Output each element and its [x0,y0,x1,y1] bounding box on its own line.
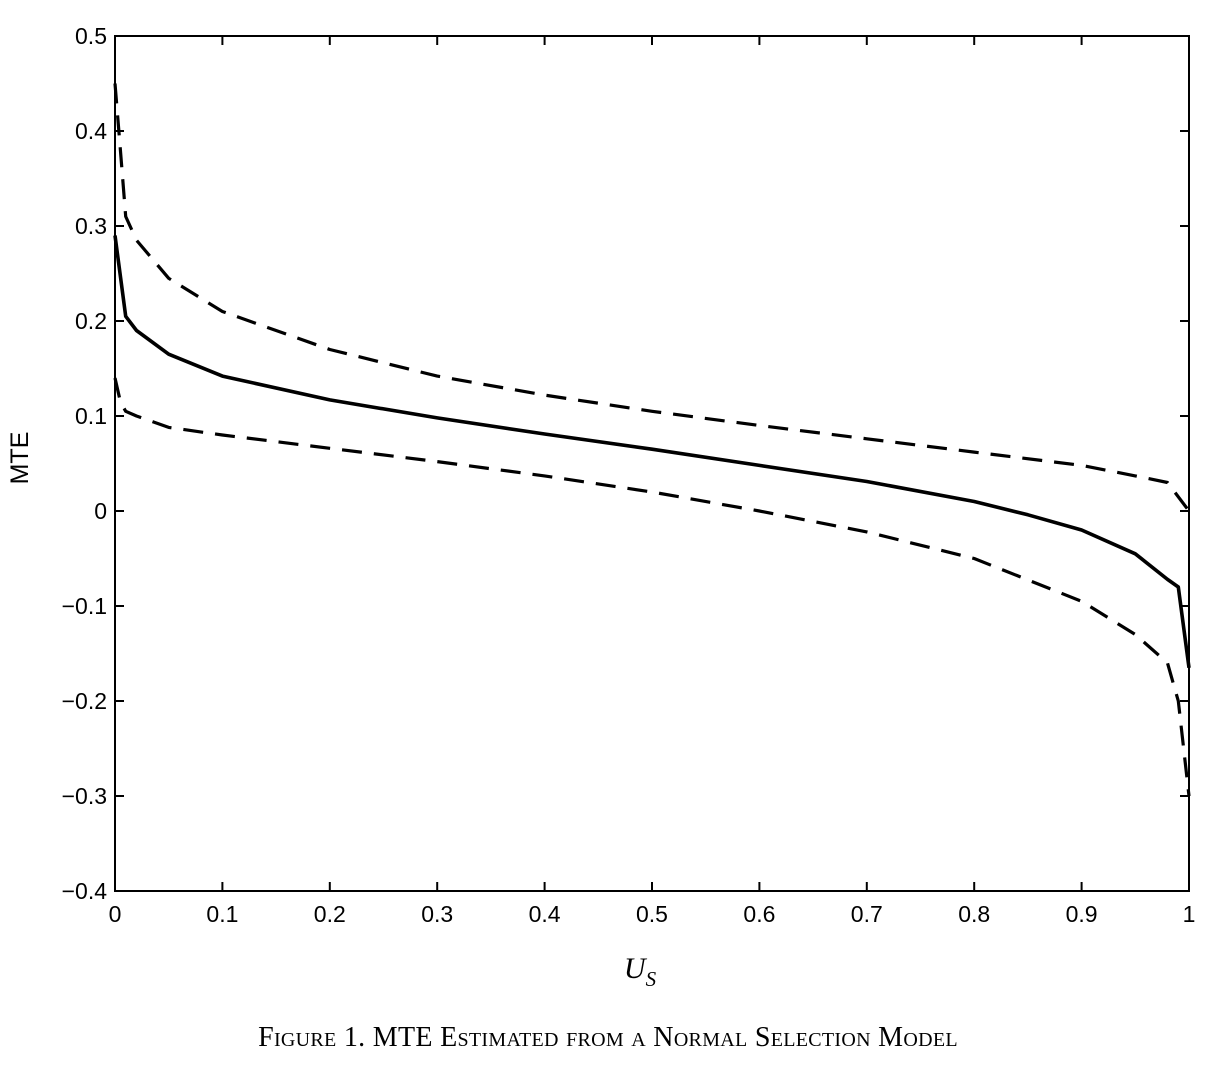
plot-area: 0 0.1 0.2 0.3 0.4 0.5 0.6 0.7 0.8 0.9 1 −0.4 −0.3 −0.… [62,23,1196,927]
mte-estimate-line [113,235,1191,669]
x-axis-title: US [624,952,657,991]
x-tick-label: 1 [1183,901,1196,927]
lower-band-line [113,377,1191,797]
x-tick-label: 0.5 [636,901,668,927]
x-tick-label: 0.1 [206,901,238,927]
y-tick-label: −0.1 [62,593,107,619]
plot-frame [114,35,1190,892]
x-axis-title-subscript: S [646,967,657,991]
figure-caption: Figure 1. MTE Estimated from a Normal Se… [258,1022,958,1053]
upper-band-line [113,83,1191,512]
x-axis-title-main: U [624,952,648,985]
x-tick-label: 0.4 [529,901,561,927]
y-axis-title: MTE [6,432,34,485]
y-tick-label: −0.4 [62,878,108,904]
x-tick-label: 0.9 [1066,901,1098,927]
x-tick-label: 0.2 [314,901,346,927]
y-tick-label: 0.1 [75,403,107,429]
x-tick-label: 0.7 [851,901,883,927]
x-tick-label: 0.6 [743,901,775,927]
y-tick-label: 0.4 [75,118,107,144]
y-tick-label: 0.5 [75,23,107,49]
y-tick-label: 0.3 [75,213,107,239]
x-tick-label: 0.8 [958,901,990,927]
y-tick-label: 0.2 [75,308,107,334]
y-tick-label: 0 [94,498,107,524]
x-tick-label: 0 [109,901,122,927]
y-tick-label: −0.3 [62,783,107,809]
y-tick-label: −0.2 [62,688,107,714]
x-tick-label: 0.3 [421,901,453,927]
